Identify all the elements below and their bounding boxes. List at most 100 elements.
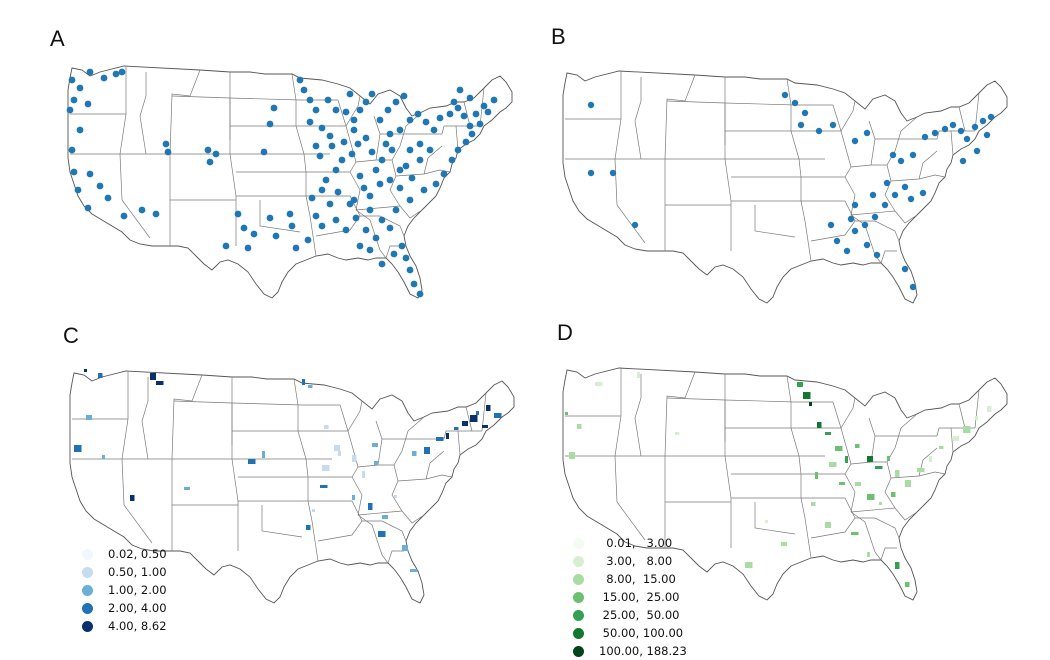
site-point	[979, 117, 987, 125]
site-point	[957, 127, 965, 135]
site-point	[422, 118, 430, 126]
site-point	[392, 206, 400, 214]
state-border	[423, 145, 443, 175]
site-point	[881, 201, 889, 209]
site-point	[490, 96, 498, 104]
site-point	[472, 110, 480, 118]
site-point	[324, 96, 332, 104]
site-point	[396, 126, 404, 134]
site-point	[390, 250, 398, 258]
state-border	[791, 497, 812, 559]
panel-a: A	[0, 0, 525, 320]
state-border	[121, 199, 151, 239]
state-border	[840, 110, 854, 132]
state-border	[141, 377, 149, 460]
legend-c-swatch-4	[82, 602, 93, 614]
county-cell	[482, 425, 488, 428]
state-border	[724, 374, 732, 548]
site-point	[100, 74, 108, 82]
map-d	[562, 367, 1008, 601]
site-point	[815, 127, 823, 135]
site-point	[288, 222, 296, 230]
site-point	[86, 170, 94, 178]
county-cell	[895, 470, 900, 477]
state-border	[171, 374, 203, 460]
legend-c-swatch-3	[82, 584, 93, 596]
site-point	[292, 244, 300, 252]
state-border	[974, 389, 980, 429]
county-cell	[845, 456, 848, 463]
site-point	[466, 94, 474, 102]
state-border	[786, 78, 802, 201]
county-cell	[811, 502, 816, 506]
county-cell	[150, 373, 156, 380]
county-cell	[368, 503, 373, 510]
site-point	[959, 157, 967, 165]
county-cell	[302, 379, 305, 385]
site-point	[342, 226, 350, 234]
county-cell	[817, 422, 822, 428]
state-border	[391, 464, 403, 512]
county-cell	[378, 531, 386, 537]
state-border	[850, 417, 876, 465]
county-cell	[745, 562, 753, 568]
site-point	[949, 121, 957, 129]
legend-d-swatch-7	[573, 645, 584, 657]
state-border	[616, 501, 646, 541]
site-point	[797, 121, 805, 129]
site-point	[376, 116, 384, 124]
legend-c-item: 1.00, 2.00	[82, 581, 167, 599]
state-border	[121, 371, 129, 506]
state-border	[119, 66, 127, 201]
county-cell	[322, 465, 330, 471]
state-border	[850, 210, 896, 216]
site-point	[318, 124, 326, 132]
site-point	[827, 221, 835, 229]
state-border	[890, 174, 946, 182]
panel-b-letter: B	[551, 24, 566, 49]
site-point	[366, 246, 374, 254]
state-border	[900, 116, 918, 132]
legend-d-label-7: 100.00, 188.23	[599, 644, 687, 658]
site-point	[332, 106, 340, 114]
state-border	[389, 159, 401, 207]
state-border	[852, 397, 856, 409]
state-border	[616, 204, 646, 244]
site-point	[396, 184, 404, 192]
site-point	[356, 172, 364, 180]
site-point	[851, 137, 859, 145]
county-cell	[352, 455, 357, 462]
site-point	[871, 213, 879, 221]
state-border	[347, 410, 361, 432]
county-cell	[402, 545, 408, 551]
county-cell	[424, 447, 430, 454]
site-point	[372, 166, 380, 174]
legend-c-label-3: 1.00, 2.00	[108, 583, 167, 597]
site-point	[426, 146, 434, 154]
legend-d-swatch-4	[573, 591, 584, 603]
county-cell	[987, 406, 992, 412]
county-cell	[412, 451, 417, 456]
site-point	[362, 134, 370, 142]
site-point	[372, 234, 380, 242]
panel-d-letter: D	[557, 320, 573, 345]
site-point	[162, 140, 170, 148]
site-point	[76, 84, 84, 92]
site-point	[346, 90, 354, 98]
legend-d-label-3: 8.00, 15.00	[599, 572, 676, 586]
legend-d: 0.01, 3.00 3.00, 8.00 8.00, 15.00 15.00,…	[573, 534, 687, 660]
site-point	[382, 140, 390, 148]
site-point	[304, 236, 312, 244]
legend-c-label-1: 0.02, 0.50	[108, 547, 167, 561]
county-cell	[352, 495, 355, 500]
state-border	[378, 430, 409, 466]
county-cell	[372, 443, 378, 447]
site-point	[316, 152, 324, 160]
county-cell	[595, 382, 603, 386]
county-cell	[262, 451, 265, 458]
site-point	[68, 146, 76, 154]
legend-d-item: 25.00, 50.00	[573, 606, 687, 624]
legend-d-item: 3.00, 8.00	[573, 552, 687, 570]
county-cell	[963, 426, 971, 433]
county-cell	[905, 582, 910, 587]
